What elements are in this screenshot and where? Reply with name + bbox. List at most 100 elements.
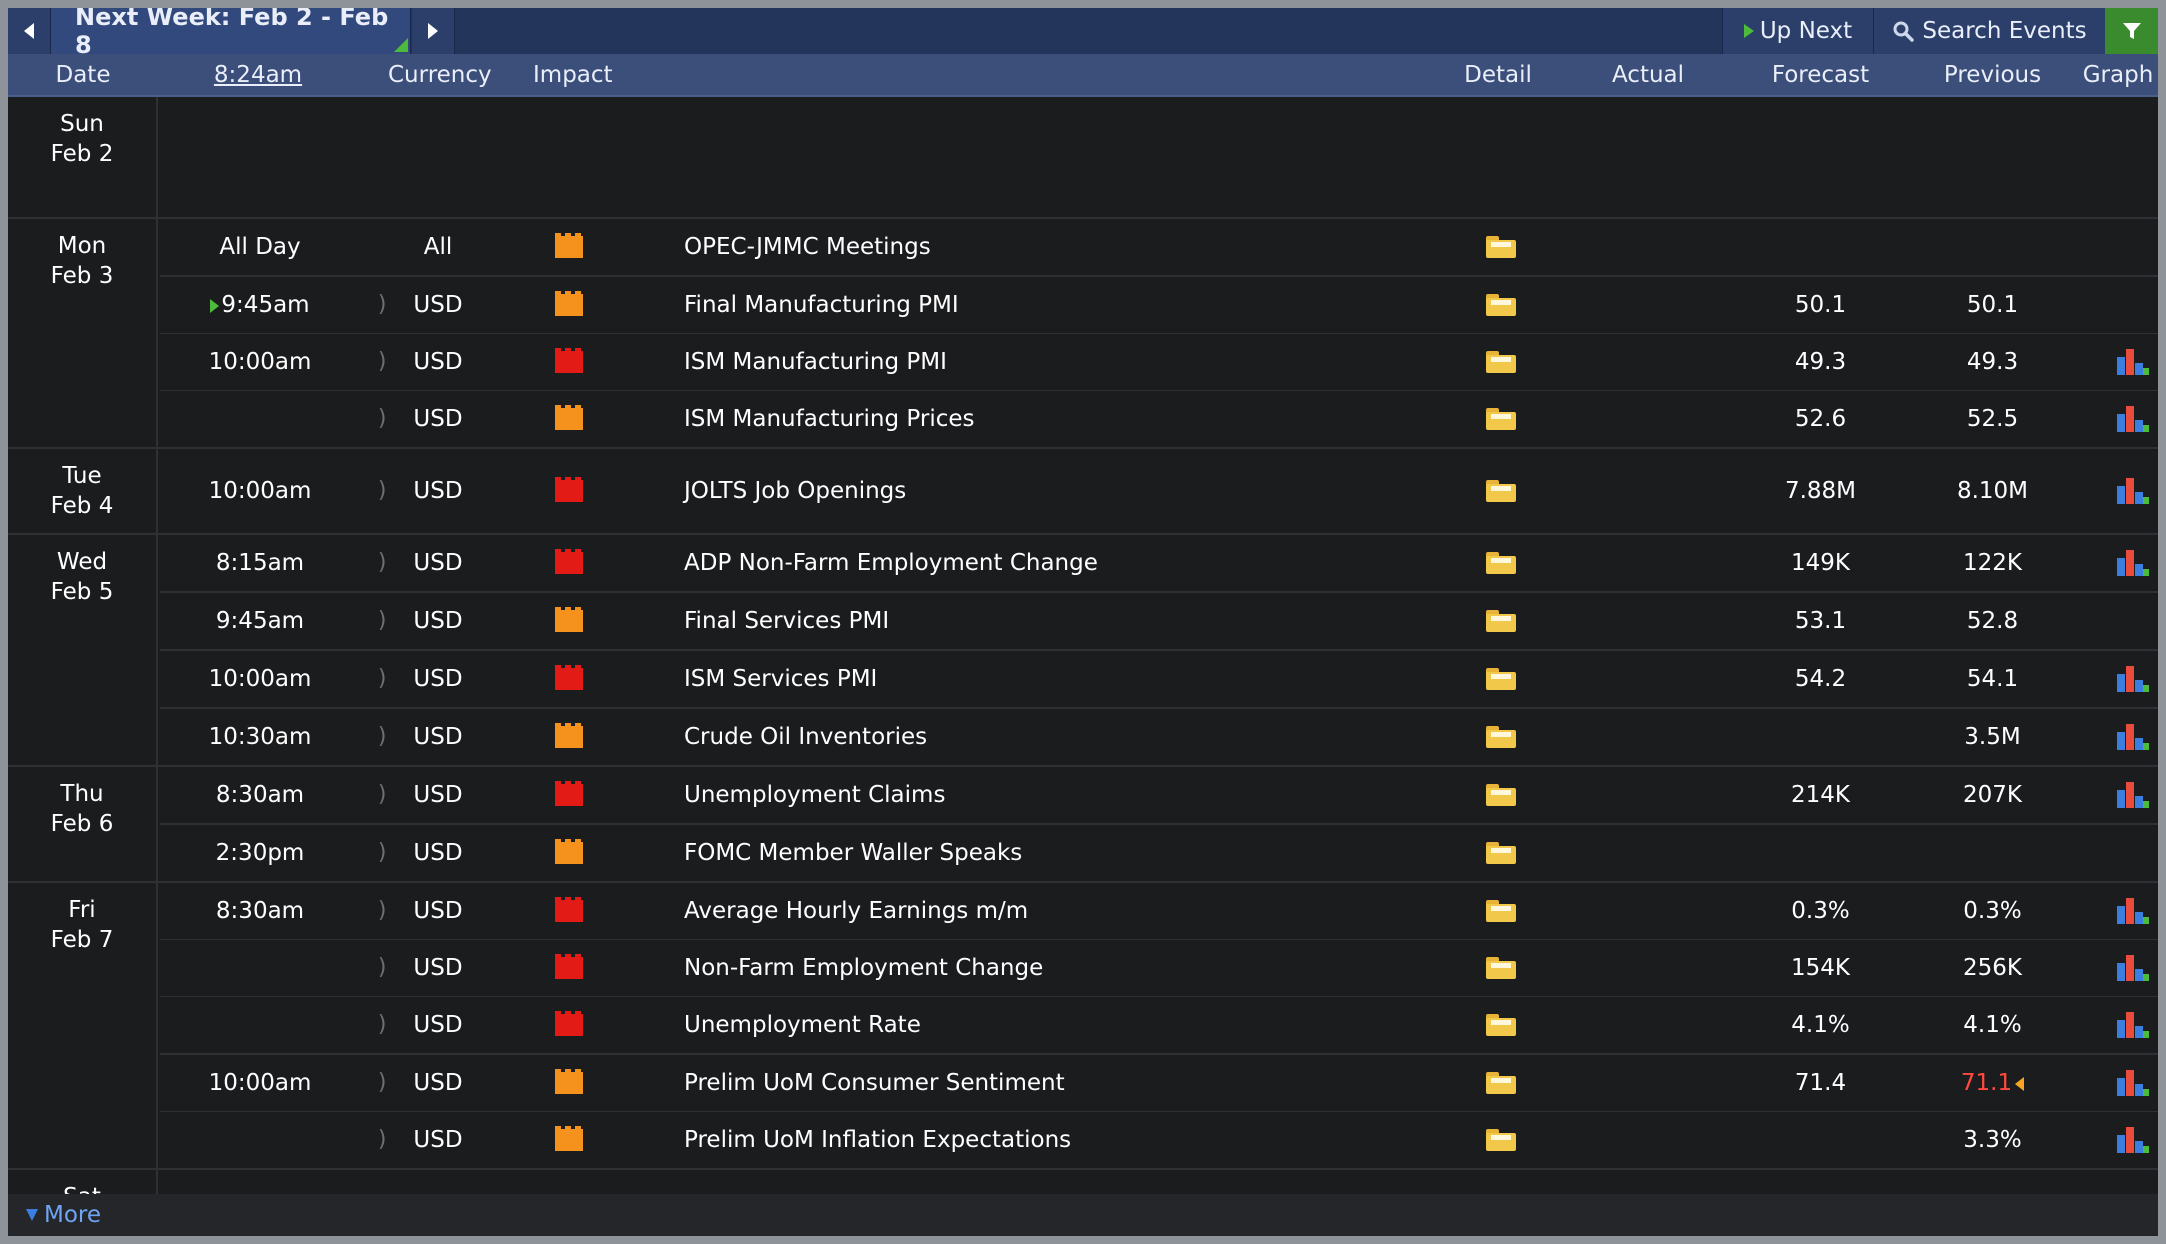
event-title[interactable]: Average Hourly Earnings m/m xyxy=(684,898,1029,924)
sound-alert-icon[interactable]: ) xyxy=(373,1070,387,1095)
sound-alert-icon[interactable]: ) xyxy=(373,955,387,980)
event-row[interactable]: 8:30am ) USD Unemployment Claims 214K 207K xyxy=(160,767,2158,825)
detail-button[interactable] xyxy=(1448,709,1548,765)
event-row[interactable]: 8:30am ) USD Average Hourly Earnings m/m 0.… xyxy=(160,883,2158,940)
impact-cell[interactable] xyxy=(555,1055,595,1111)
detail-button[interactable] xyxy=(1448,219,1548,275)
event-title[interactable]: Prelim UoM Consumer Sentiment xyxy=(684,1070,1065,1096)
graph-button[interactable] xyxy=(2078,940,2158,996)
impact-cell[interactable] xyxy=(555,997,595,1053)
detail-button[interactable] xyxy=(1448,593,1548,649)
event-row[interactable]: 2:30pm ) USD FOMC Member Waller Speaks xyxy=(160,825,2158,881)
sound-alert-icon[interactable]: ) xyxy=(373,1012,387,1037)
sound-alert-icon[interactable]: ) xyxy=(373,840,387,865)
event-row[interactable]: 9:45am ) USD Final Services PMI 53.1 52.8 xyxy=(160,593,2158,651)
impact-cell[interactable] xyxy=(555,1112,595,1168)
event-title[interactable]: ISM Services PMI xyxy=(684,666,878,692)
graph-button[interactable] xyxy=(2078,709,2158,765)
impact-cell[interactable] xyxy=(555,940,595,996)
event-row[interactable]: ) USD ISM Manufacturing Prices 52.6 52.5 xyxy=(160,391,2158,447)
detail-button[interactable] xyxy=(1448,883,1548,939)
detail-button[interactable] xyxy=(1448,997,1548,1053)
sound-alert-icon[interactable]: ) xyxy=(373,478,387,503)
event-row[interactable]: 10:00am ) USD JOLTS Job Openings 7.88M 8.10M xyxy=(160,449,2158,533)
event-title[interactable]: Unemployment Claims xyxy=(684,782,946,808)
event-row[interactable]: 10:30am ) USD Crude Oil Inventories 3.5M xyxy=(160,709,2158,765)
impact-cell[interactable] xyxy=(555,825,595,881)
graph-button[interactable] xyxy=(2078,883,2158,939)
sound-alert-icon[interactable]: ) xyxy=(373,608,387,633)
event-row[interactable]: All Day All OPEC-JMMC Meetings xyxy=(160,219,2158,277)
event-title[interactable]: Crude Oil Inventories xyxy=(684,724,928,750)
impact-cell[interactable] xyxy=(555,767,595,823)
graph-button[interactable] xyxy=(2078,1055,2158,1111)
event-title[interactable]: ADP Non-Farm Employment Change xyxy=(684,550,1098,576)
detail-button[interactable] xyxy=(1448,334,1548,390)
search-events-button[interactable]: Search Events xyxy=(1873,8,2105,54)
event-title[interactable]: FOMC Member Waller Speaks xyxy=(684,840,1023,866)
detail-button[interactable] xyxy=(1448,651,1548,707)
detail-button[interactable] xyxy=(1448,449,1548,533)
impact-cell[interactable] xyxy=(555,651,595,707)
detail-button[interactable] xyxy=(1448,940,1548,996)
next-week-button[interactable] xyxy=(412,8,455,54)
event-row[interactable]: ) USD Non-Farm Employment Change 154K 256K xyxy=(160,940,2158,997)
filter-button[interactable] xyxy=(2105,8,2158,54)
detail-button[interactable] xyxy=(1448,535,1548,591)
event-title[interactable]: Final Services PMI xyxy=(684,608,890,634)
event-row[interactable]: 10:00am ) USD Prelim UoM Consumer Sentimen… xyxy=(160,1055,2158,1112)
graph-button[interactable] xyxy=(2078,767,2158,823)
detail-button[interactable] xyxy=(1448,1055,1548,1111)
impact-cell[interactable] xyxy=(555,449,595,533)
event-title[interactable]: JOLTS Job Openings xyxy=(684,478,907,504)
graph-button[interactable] xyxy=(2078,651,2158,707)
event-title[interactable]: Non-Farm Employment Change xyxy=(684,955,1044,981)
previous-week-button[interactable] xyxy=(8,8,51,54)
header-current-time-link[interactable]: 8:24am xyxy=(213,62,303,88)
graph-button[interactable] xyxy=(2078,535,2158,591)
impact-cell[interactable] xyxy=(555,277,595,333)
event-row[interactable]: 9:45am ) USD Final Manufacturing PMI 50.1 50… xyxy=(160,277,2158,334)
detail-button[interactable] xyxy=(1448,767,1548,823)
up-next-button[interactable]: Up Next xyxy=(1722,8,1873,54)
sound-alert-icon[interactable]: ) xyxy=(373,550,387,575)
event-row[interactable]: ) USD Prelim UoM Inflation Expectations 3.3… xyxy=(160,1112,2158,1168)
graph-button[interactable] xyxy=(2078,997,2158,1053)
event-title[interactable]: ISM Manufacturing PMI xyxy=(684,349,947,375)
detail-button[interactable] xyxy=(1448,277,1548,333)
graph-button[interactable] xyxy=(2078,334,2158,390)
more-link[interactable]: More xyxy=(26,1194,101,1236)
detail-button[interactable] xyxy=(1448,1112,1548,1168)
sound-alert-icon[interactable]: ) xyxy=(373,406,387,431)
revised-indicator-icon[interactable] xyxy=(2015,1076,2025,1091)
impact-cell[interactable] xyxy=(555,334,595,390)
impact-cell[interactable] xyxy=(555,709,595,765)
event-title[interactable]: Unemployment Rate xyxy=(684,1012,921,1038)
sound-alert-icon[interactable]: ) xyxy=(373,666,387,691)
event-title[interactable]: Prelim UoM Inflation Expectations xyxy=(684,1127,1072,1153)
impact-cell[interactable] xyxy=(555,219,595,275)
event-row[interactable]: 8:15am ) USD ADP Non-Farm Employment Chang… xyxy=(160,535,2158,593)
event-row[interactable]: 10:00am ) USD ISM Services PMI 54.2 54.1 xyxy=(160,651,2158,709)
week-title-button[interactable]: Next Week: Feb 2 - Feb 8 xyxy=(51,8,411,59)
sound-alert-icon[interactable]: ) xyxy=(373,898,387,923)
graph-button[interactable] xyxy=(2078,449,2158,533)
event-title[interactable]: ISM Manufacturing Prices xyxy=(684,406,975,432)
graph-button[interactable] xyxy=(2078,391,2158,447)
sound-alert-icon[interactable]: ) xyxy=(373,724,387,749)
sound-alert-icon[interactable]: ) xyxy=(373,1127,387,1152)
event-row[interactable]: 10:00am ) USD ISM Manufacturing PMI 49.3 49.… xyxy=(160,334,2158,391)
sound-alert-icon[interactable]: ) xyxy=(373,292,387,317)
event-title[interactable]: Final Manufacturing PMI xyxy=(684,292,959,318)
graph-button[interactable] xyxy=(2078,1112,2158,1168)
impact-cell[interactable] xyxy=(555,593,595,649)
impact-cell[interactable] xyxy=(555,391,595,447)
event-row[interactable]: ) USD Unemployment Rate 4.1% 4.1% xyxy=(160,997,2158,1055)
impact-cell[interactable] xyxy=(555,883,595,939)
sound-alert-icon[interactable]: ) xyxy=(373,782,387,807)
impact-cell[interactable] xyxy=(555,535,595,591)
detail-button[interactable] xyxy=(1448,825,1548,881)
sound-alert-icon[interactable]: ) xyxy=(373,349,387,374)
event-title[interactable]: OPEC-JMMC Meetings xyxy=(684,234,931,260)
detail-button[interactable] xyxy=(1448,391,1548,447)
